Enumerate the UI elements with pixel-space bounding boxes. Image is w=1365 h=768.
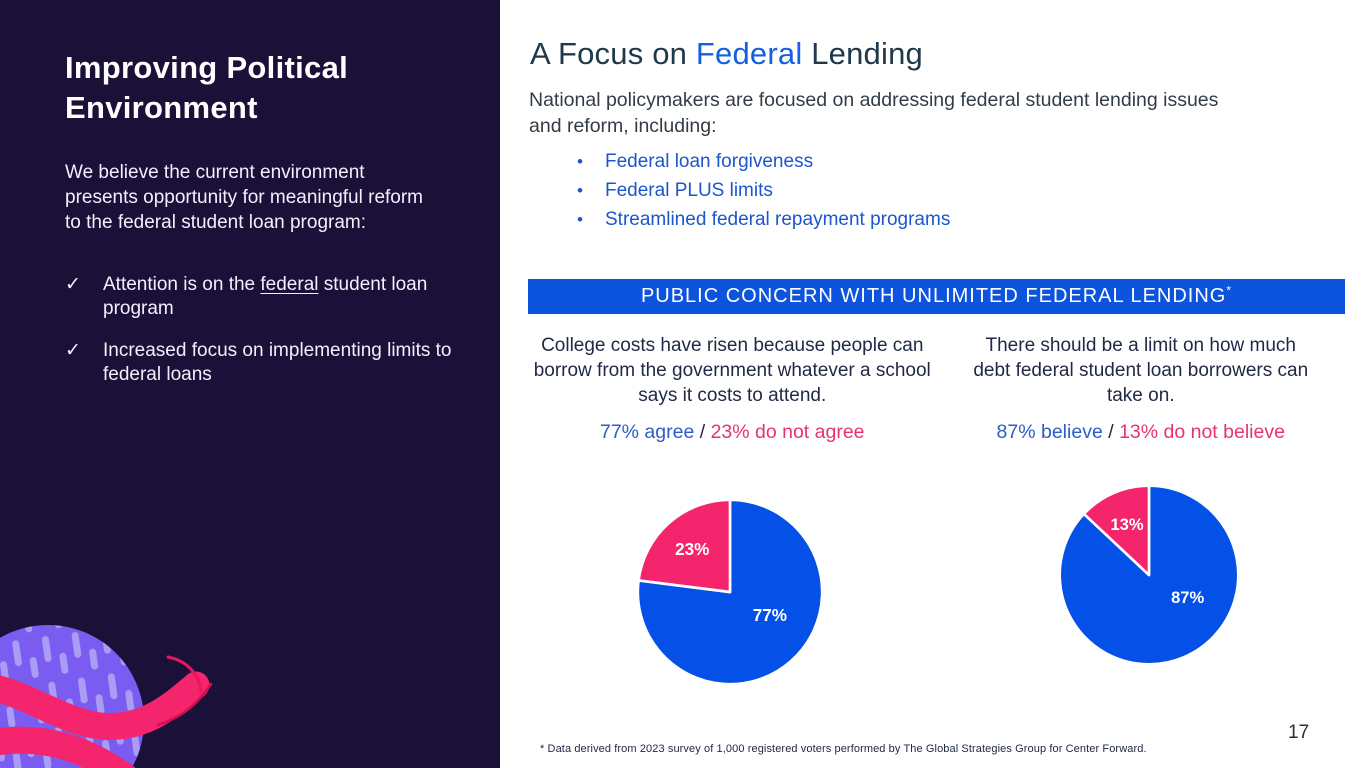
sidebar-title: Improving Political Environment [65,48,465,128]
banner-text: PUBLIC CONCERN WITH UNLIMITED FEDERAL LE… [640,285,1227,307]
main-intro-text: National policymakers are focused on add… [529,89,1219,137]
sidebar-bullet-list: ✓ Attention is on the federal student lo… [65,273,460,405]
sidebar-bullet-text: Increased focus on implementing limits t… [103,339,460,387]
survey-columns: College costs have risen because people … [528,333,1345,444]
stat-positive: 77% agree [599,421,695,443]
bullet-text-pre: Attention is on the [103,274,261,295]
deco-brush-tail [145,677,206,725]
sidebar-title-line2: Environment [65,90,258,125]
pie-slice-label: 13% [1110,515,1143,534]
deco-brush-stroke-bottom [0,726,136,768]
list-item: ✓ Increased focus on implementing limits… [65,339,460,387]
survey-column-college-costs: College costs have risen because people … [528,333,937,444]
pie-slice [637,498,732,594]
sidebar-panel: Improving Political Environment We belie… [0,0,500,768]
sidebar-title-line1: Improving Political [65,50,349,85]
corner-decoration-graphic [0,625,213,768]
page-title-highlight: Federal [695,36,803,71]
list-item: ✓ Attention is on the federal student lo… [65,273,460,321]
stat-separator: / [694,421,711,443]
pie-slice-label: 87% [1171,588,1204,607]
deco-brush-stroke [0,671,210,741]
pie-slice-label: 23% [675,540,709,559]
bullet-text-post: student loan program [103,274,428,319]
survey-statement: College costs have risen because people … [533,335,931,406]
page-title-post: Lending [802,36,923,71]
pie-chart-agree: 77% 23% [636,498,824,686]
page-number: 17 [1288,722,1310,743]
pie-slice [1082,484,1151,577]
main-bullet-text: Streamlined federal repayment programs [605,209,951,230]
section-banner: PUBLIC CONCERN WITH UNLIMITED FEDERAL LE… [528,279,1345,314]
pie-chart-believe: 87% 13% [1058,484,1240,666]
sidebar-bullet-text: Attention is on the federal student loan… [103,273,460,321]
bullet-dot-icon: • [577,152,583,171]
page-title-pre: A Focus on [530,36,696,71]
main-bullet-list: • Federal loan forgiveness • Federal PLU… [577,152,950,239]
bullet-dot-icon: • [577,210,583,229]
checkmark-icon: ✓ [65,340,81,361]
sidebar-intro-text: We believe the current environment prese… [65,162,424,233]
banner-asterisk: * [1226,283,1233,298]
checkmark-icon: ✓ [65,274,81,295]
footnote: * Data derived from 2023 survey of 1,000… [540,743,1147,755]
bullet-text-pre: Increased focus on implementing limits t… [103,340,452,385]
stat-positive: 87% believe [996,421,1103,443]
stat-negative: 13% do not believe [1119,421,1285,443]
bullet-dot-icon: • [577,181,583,200]
list-item: • Federal PLUS limits [577,181,950,201]
survey-statement: There should be a limit on how much debt… [973,335,1309,406]
pie-slice-label: 77% [753,606,787,625]
deco-brush-wisp [156,682,213,727]
stat-negative: 23% do not agree [710,421,865,443]
main-bullet-text: Federal PLUS limits [605,180,773,201]
main-bullet-text: Federal loan forgiveness [605,151,814,172]
deco-brush-wisp [166,655,203,693]
bullet-text-underlined: federal [260,274,319,295]
stat-separator: / [1102,421,1120,443]
survey-column-debt-limit: There should be a limit on how much debt… [937,333,1346,444]
list-item: • Federal loan forgiveness [577,152,950,172]
survey-stat-line: 77% agree / 23% do not agree [528,421,937,444]
page-title: A Focus on Federal Lending [530,36,923,72]
survey-stat-line: 87% believe / 13% do not believe [937,421,1346,444]
list-item: • Streamlined federal repayment programs [577,210,950,230]
